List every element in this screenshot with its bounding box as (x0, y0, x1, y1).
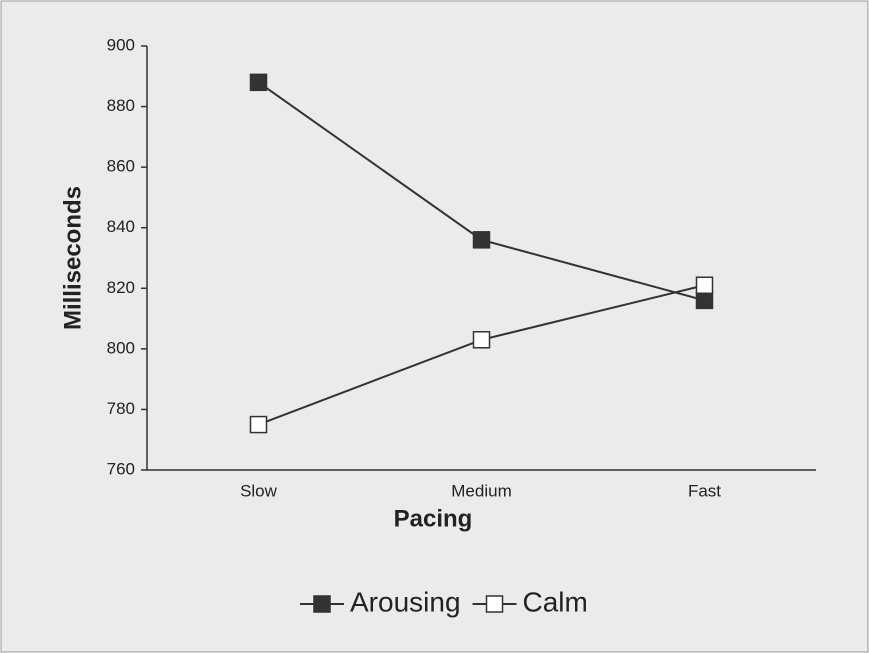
marker (695, 291, 714, 310)
y-tick-label: 840 (107, 217, 135, 236)
x-tick-label: Fast (688, 481, 721, 500)
marker (695, 276, 714, 295)
marker (249, 415, 268, 434)
legend-marker (313, 595, 331, 613)
y-tick-label: 800 (107, 338, 135, 357)
y-tick-label: 880 (107, 96, 135, 115)
y-tick-label: 760 (107, 459, 135, 478)
marker (249, 73, 268, 92)
y-tick-label: 820 (107, 278, 135, 297)
legend-marker (485, 595, 504, 613)
marker (472, 231, 491, 249)
legend-label: Arousing (350, 586, 461, 617)
y-tick-label: 900 (107, 35, 135, 54)
y-tick-label: 780 (107, 399, 135, 418)
y-tick-label: 860 (107, 157, 135, 176)
legend-label: Calm (523, 586, 588, 617)
x-tick-label: Slow (240, 481, 278, 500)
marker (472, 331, 491, 349)
x-axis-label: Pacing (394, 505, 473, 532)
y-axis-label: Milliseconds (59, 186, 86, 330)
x-tick-label: Medium (451, 481, 511, 500)
